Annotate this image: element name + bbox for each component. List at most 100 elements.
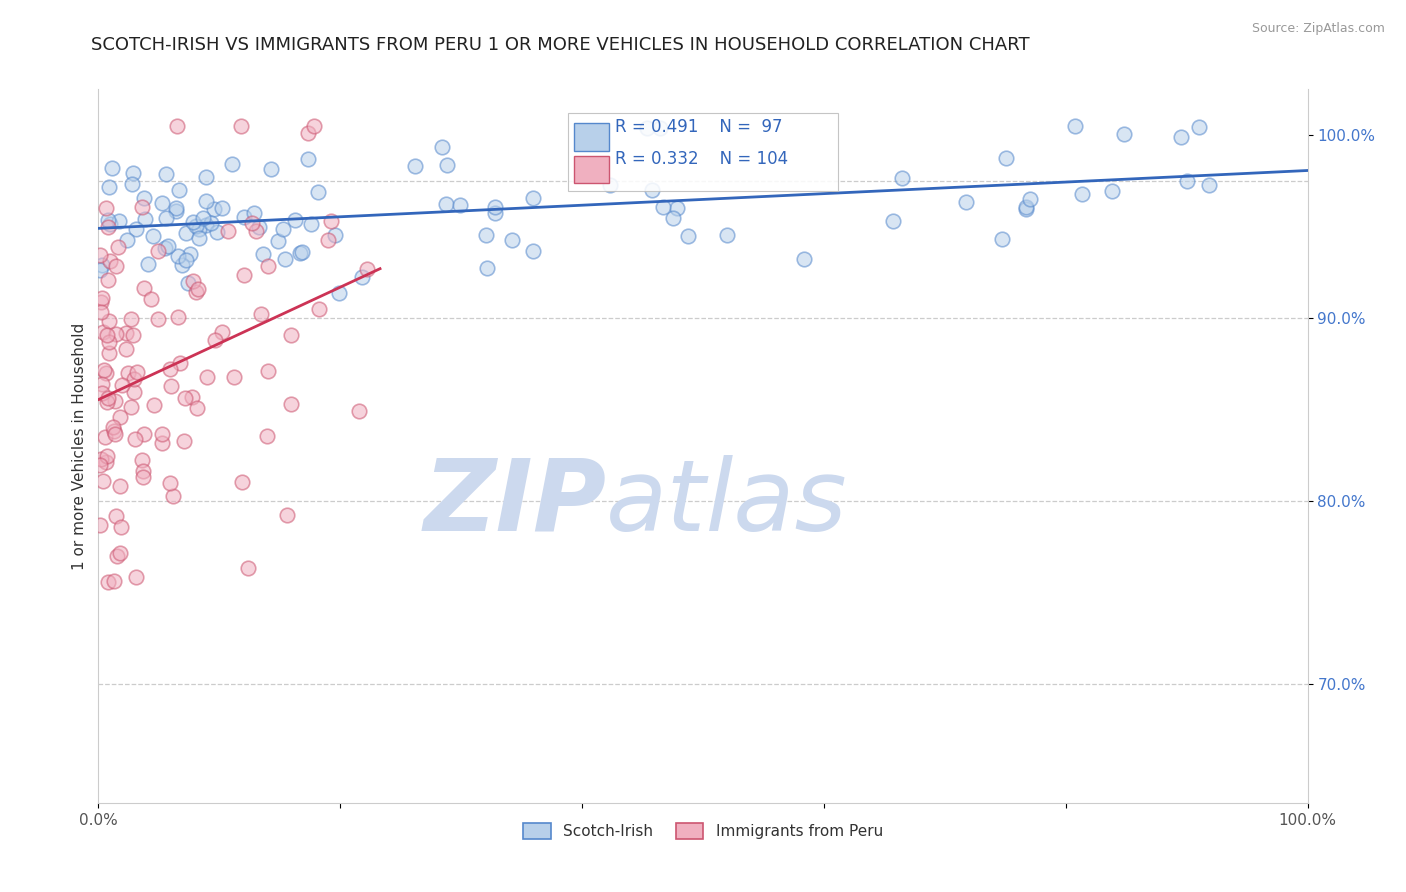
Point [501,233,523,247]
Point [103,424,125,438]
Point [195,194,218,209]
Point [522,191,544,205]
Point [122,166,145,180]
Point [302,119,325,133]
Y-axis label: 1 or more Vehicles in Household: 1 or more Vehicles in Household [72,322,87,570]
Point [91,475,114,489]
Point [174,253,197,268]
Point [636,121,658,136]
Point [93,429,115,443]
Point [101,161,124,175]
Point [131,452,153,467]
Point [260,162,283,177]
Point [159,476,181,491]
Point [195,370,218,384]
Point [93,325,115,339]
Text: SCOTCH-IRISH VS IMMIGRANTS FROM PERU 1 OR MORE VEHICLES IN HOUSEHOLD CORRELATION: SCOTCH-IRISH VS IMMIGRANTS FROM PERU 1 O… [91,36,1031,54]
Point [204,334,226,348]
Point [599,178,621,192]
Point [136,257,159,271]
Point [90,291,112,305]
FancyBboxPatch shape [574,123,609,152]
Point [117,233,139,247]
Point [108,479,131,493]
Point [101,420,124,434]
Point [155,167,177,181]
Point [231,119,253,133]
Point [297,126,319,140]
Point [211,326,233,340]
Point [150,196,173,211]
Point [173,434,195,448]
Point [94,455,117,469]
Point [475,260,498,275]
Point [94,201,117,215]
Point [191,211,214,225]
Point [522,244,544,258]
Point [124,432,146,446]
Point [96,395,118,409]
Point [283,212,305,227]
Point [146,311,169,326]
Point [186,219,208,234]
Point [165,204,187,219]
Point [89,458,111,472]
Point [716,227,738,242]
Point [194,170,217,185]
Point [1114,127,1136,141]
Point [186,401,208,416]
Point [124,384,146,399]
Point [276,508,298,522]
Point [271,221,294,235]
Legend: Scotch-Irish, Immigrants from Peru: Scotch-Irish, Immigrants from Peru [517,817,889,845]
Point [651,200,673,214]
Point [1019,193,1042,207]
Point [475,228,498,243]
Point [121,178,143,192]
Point [167,310,190,324]
Point [1170,129,1192,144]
Point [125,221,148,235]
Point [93,362,115,376]
Point [132,470,155,484]
Point [200,216,222,230]
Point [250,307,273,321]
Point [142,228,165,243]
Point [90,452,112,467]
Point [132,281,155,295]
Point [436,158,458,172]
Point [955,194,977,209]
Point [121,311,143,326]
Point [202,202,225,217]
Point [165,201,187,215]
Point [252,247,274,261]
Point [280,396,302,410]
Point [356,262,378,277]
Point [184,285,207,300]
Point [150,427,173,442]
Point [231,475,253,489]
Point [114,342,136,356]
Point [323,228,346,243]
Point [1071,186,1094,201]
Point [1198,178,1220,192]
Text: ZIP: ZIP [423,455,606,551]
Point [243,206,266,220]
Point [159,361,181,376]
Point [108,214,131,228]
Point [484,200,506,214]
Point [205,225,228,239]
Point [89,248,111,262]
Point [155,211,177,225]
Point [122,372,145,386]
Point [166,119,188,133]
Point [120,401,142,415]
Point [110,520,132,534]
Point [91,385,114,400]
Point [169,356,191,370]
Point [132,191,155,205]
Point [111,377,134,392]
FancyBboxPatch shape [568,112,838,191]
Point [167,249,190,263]
Point [1101,184,1123,198]
